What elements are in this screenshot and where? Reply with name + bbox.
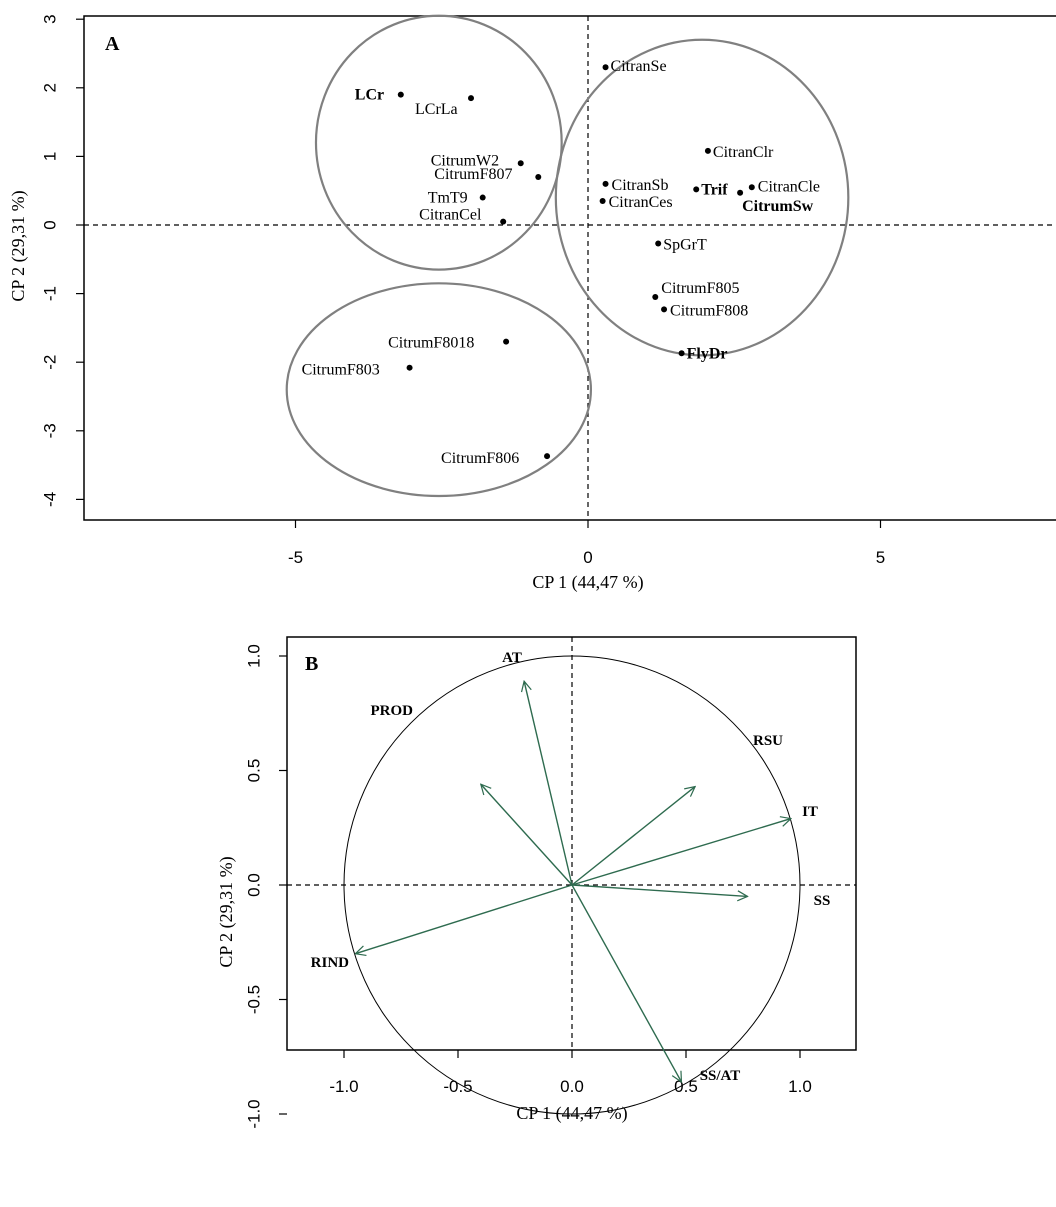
panel-a-y-tick-label: 0 [41, 220, 60, 229]
cluster-ellipse [314, 14, 563, 271]
loading-arrow [571, 884, 681, 1082]
panel-a-x-tick-label: 0 [583, 548, 592, 567]
score-point-label: CitrumF805 [661, 280, 739, 297]
score-point [602, 180, 609, 187]
variable-label: RSU [753, 733, 783, 749]
panel-a-y-axis-title: CP 2 (29,31 %) [8, 190, 29, 301]
score-point-label: CitrumSw [742, 198, 814, 215]
score-point [661, 306, 668, 313]
score-point [652, 294, 659, 301]
panel-b-y-tick-label: 0.0 [245, 873, 264, 897]
panel-b-x-tick-label: 0.0 [560, 1077, 584, 1096]
panel-a-y-tick-label: 1 [41, 152, 60, 161]
score-point [517, 160, 524, 167]
score-point-label: LCrLa [415, 101, 458, 118]
loading-arrow [355, 884, 573, 954]
variable-label: IT [802, 804, 818, 820]
score-point [599, 197, 606, 204]
score-point-label: CitrumF808 [670, 302, 748, 319]
score-point-label: CitranCel [419, 207, 482, 224]
variable-label: RIND [311, 955, 350, 971]
panel-a-score-plot: -4 -3 -2 -1 0 1 2 3 -5 0 5 CP 1 (44,47 %) CP 2 (29,3… [8, 14, 1056, 593]
score-point-label: FlyDr [687, 345, 728, 362]
panel-b-y-tick-label: -1.0 [245, 1099, 264, 1128]
score-point-label: CitranCes [609, 194, 673, 211]
variable-label: SS [814, 893, 831, 909]
panel-b-label: B [305, 653, 318, 675]
score-point [479, 194, 486, 201]
panel-b-correlation-circle: -1.0 -0.5 0.0 0.5 1.0 -1.0 -0.5 0.0 0.5 1.0 CP 1 (… [216, 636, 857, 1129]
score-point-label: CitrumW2 [431, 152, 499, 169]
score-point [468, 95, 474, 102]
unit-correlation-circle [343, 655, 801, 1115]
score-point [397, 91, 404, 98]
variable-label: PROD [371, 703, 414, 719]
loading-arrow [571, 884, 748, 896]
loading-arrow [571, 787, 695, 886]
variable-label: SS/AT [700, 1068, 741, 1084]
score-point [704, 147, 711, 154]
score-point-label: CitrumF803 [302, 362, 380, 379]
score-point [602, 64, 609, 71]
score-point [737, 189, 744, 196]
score-point-label: TmT9 [428, 190, 468, 207]
panel-b-x-tick-label: -0.5 [443, 1077, 472, 1096]
score-point [503, 338, 510, 345]
panel-b-y-tick-label: 0.5 [245, 759, 264, 783]
cluster-ellipse [285, 282, 593, 498]
score-point [678, 350, 685, 357]
score-point-label: CitranSb [612, 177, 669, 194]
variable-label: AT [502, 650, 522, 666]
loading-arrow [571, 819, 791, 886]
panel-a-y-tick-label: -4 [41, 492, 60, 507]
cluster-ellipse [554, 38, 850, 357]
loading-arrow [481, 784, 573, 886]
score-point [655, 240, 662, 247]
score-point [693, 186, 700, 193]
score-point-label: LCr [355, 87, 384, 104]
score-point [535, 173, 542, 180]
score-point [544, 453, 551, 460]
panel-b-y-tick-label: -0.5 [245, 985, 264, 1014]
score-point [406, 364, 413, 371]
panel-b-x-axis-title: CP 1 (44,47 %) [516, 1103, 627, 1124]
panel-a-x-tick-label: 5 [876, 548, 885, 567]
panel-a-y-tick-label: -1 [41, 286, 60, 301]
panel-a-y-tick-label: 3 [41, 14, 60, 23]
panel-a-frame [83, 15, 1056, 521]
panel-a-x-axis-title: CP 1 (44,47 %) [532, 572, 643, 593]
panel-a-y-tick-label: -3 [41, 423, 60, 438]
panel-a-y-tick-label: -2 [41, 355, 60, 370]
score-point-label: CitranCle [758, 178, 820, 195]
panel-b-x-tick-label: 1.0 [788, 1077, 812, 1096]
panel-a-y-tick-label: 2 [41, 83, 60, 92]
score-point-label: Trif [701, 181, 728, 198]
score-point-label: CitrumF806 [441, 450, 519, 467]
panel-a-x-tick-label: -5 [288, 548, 303, 567]
panel-b-y-axis-title: CP 2 (29,31 %) [216, 856, 237, 967]
score-point-label: CitrumF807 [434, 166, 512, 183]
score-point-label: CitranSe [611, 58, 667, 75]
score-point-label: CitranClr [713, 144, 774, 161]
score-point-label: SpGrT [663, 237, 707, 254]
loading-arrow [524, 681, 573, 886]
panel-b-x-tick-label: 0.5 [674, 1077, 698, 1096]
panel-a-label: A [105, 33, 120, 55]
panel-b-y-tick-label: 1.0 [245, 644, 264, 668]
score-point [748, 184, 755, 191]
score-point [500, 218, 507, 225]
score-point-label: CitrumF8018 [388, 335, 474, 352]
panel-b-x-tick-label: -1.0 [329, 1077, 358, 1096]
